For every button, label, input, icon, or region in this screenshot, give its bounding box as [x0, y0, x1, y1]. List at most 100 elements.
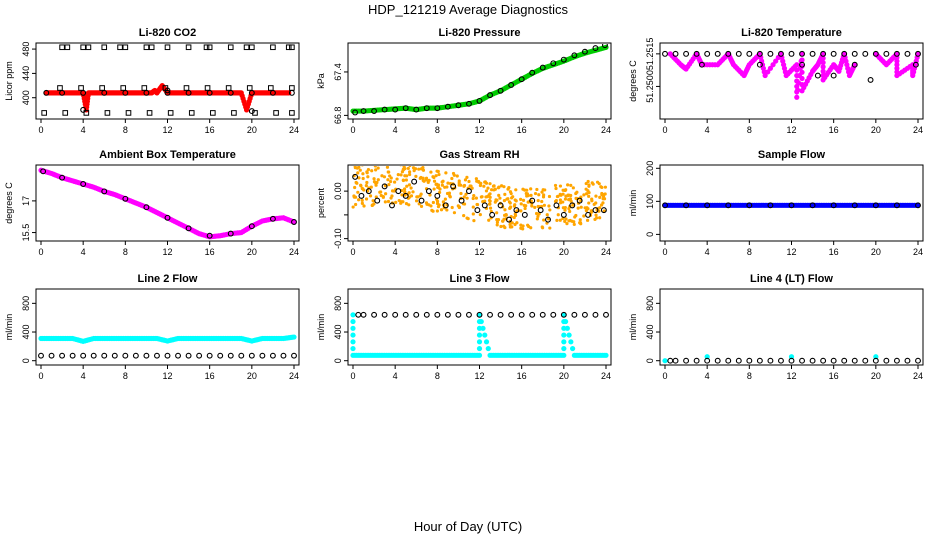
- data-point: [562, 318, 569, 325]
- data-point: [514, 188, 518, 192]
- data-point: [273, 110, 279, 116]
- data-point: [104, 110, 111, 116]
- data-point: [486, 186, 490, 190]
- data-point: [389, 179, 393, 184]
- x-tick-label: 20: [559, 125, 569, 135]
- data-point: [411, 190, 415, 194]
- x-tick-label: 24: [913, 247, 923, 257]
- x-tick-label: 12: [162, 371, 172, 381]
- series-1: [40, 168, 297, 239]
- data-point: [862, 50, 869, 57]
- data-point: [471, 205, 475, 209]
- x-tick-label: 4: [393, 125, 398, 135]
- x-tick-label: 16: [829, 371, 839, 381]
- data-point: [541, 226, 545, 230]
- data-point: [395, 188, 402, 195]
- y-tick-label: 67.4: [333, 63, 343, 81]
- data-point: [252, 110, 258, 116]
- data-point: [883, 357, 890, 364]
- data-point: [533, 205, 537, 209]
- y-axis-label: ml/min: [628, 190, 638, 217]
- data-point: [371, 108, 378, 114]
- data-point: [421, 176, 425, 180]
- data-point: [535, 217, 539, 221]
- data-point: [464, 192, 468, 196]
- data-point: [455, 311, 462, 318]
- data-point: [509, 191, 513, 196]
- data-point: [429, 204, 433, 208]
- data-point: [487, 92, 493, 99]
- data-point: [111, 352, 118, 359]
- x-tick-label: 0: [350, 125, 355, 135]
- data-point: [373, 166, 377, 168]
- data-point: [894, 62, 900, 68]
- data-point: [359, 184, 363, 188]
- data-point: [434, 182, 438, 186]
- data-point: [497, 202, 504, 209]
- data-point: [558, 192, 562, 196]
- data-point: [571, 186, 575, 190]
- data-point: [381, 183, 388, 190]
- data-point: [561, 188, 565, 192]
- x-tick-label: 20: [871, 247, 881, 257]
- data-point: [498, 196, 502, 200]
- data-point: [893, 50, 900, 57]
- series-1: [662, 50, 921, 83]
- data-area: [662, 202, 921, 209]
- data-point: [394, 200, 398, 204]
- data-point: [392, 189, 396, 193]
- data-point: [594, 201, 598, 205]
- series-2: [41, 44, 295, 116]
- data-point: [564, 194, 568, 198]
- data-point: [537, 212, 541, 216]
- data-point: [148, 44, 155, 51]
- data-point: [432, 187, 436, 191]
- series-1: [38, 352, 297, 359]
- data-point: [90, 352, 97, 359]
- data-point: [289, 334, 295, 340]
- data-point: [62, 110, 69, 116]
- data-point: [434, 105, 441, 112]
- data-point: [704, 202, 711, 209]
- data-point: [851, 357, 858, 364]
- data-point: [488, 195, 492, 199]
- data-point: [765, 69, 771, 75]
- data-point: [595, 216, 599, 220]
- data-point: [574, 196, 578, 200]
- data-point: [408, 166, 412, 168]
- data-point: [41, 110, 47, 116]
- series-0: [662, 202, 921, 208]
- data-point: [466, 100, 472, 107]
- x-tick-label: 12: [474, 247, 484, 257]
- data-point: [554, 186, 558, 191]
- data-point: [386, 170, 390, 174]
- data-point: [561, 345, 567, 352]
- data-point: [196, 352, 203, 359]
- data-point: [867, 76, 874, 83]
- data-point: [683, 50, 690, 57]
- data-point: [521, 211, 528, 218]
- data-point: [269, 352, 276, 359]
- data-point: [210, 110, 216, 116]
- data-point: [603, 185, 608, 189]
- data-point: [435, 169, 439, 173]
- data-point: [372, 180, 377, 184]
- panel-5: Sample Flow 0 4 8 12 16 20 24 0 100 200 ml/min: [628, 149, 924, 257]
- panel-2: Li-820 Temperature 0 4 8 12 16 20 24 51.250051.2…: [628, 27, 924, 135]
- data-point: [203, 44, 210, 51]
- series-0: [351, 166, 608, 231]
- panel-4: Gas Stream RH 0 4 8 12 16 20 24 -0.10 0.00 percent: [316, 149, 612, 257]
- data-point: [667, 357, 674, 364]
- y-tick-label: 0.00: [333, 182, 343, 200]
- data-point: [485, 345, 491, 352]
- data-point: [443, 197, 448, 201]
- data-point: [529, 197, 536, 204]
- data-point: [393, 180, 397, 184]
- data-point: [904, 357, 911, 364]
- data-point: [227, 44, 234, 51]
- y-tick-label: 51.2500: [645, 70, 655, 103]
- data-point: [592, 311, 599, 318]
- y-tick-label: 400: [333, 325, 343, 340]
- data-point: [441, 200, 445, 204]
- x-tick-label: 0: [662, 125, 667, 135]
